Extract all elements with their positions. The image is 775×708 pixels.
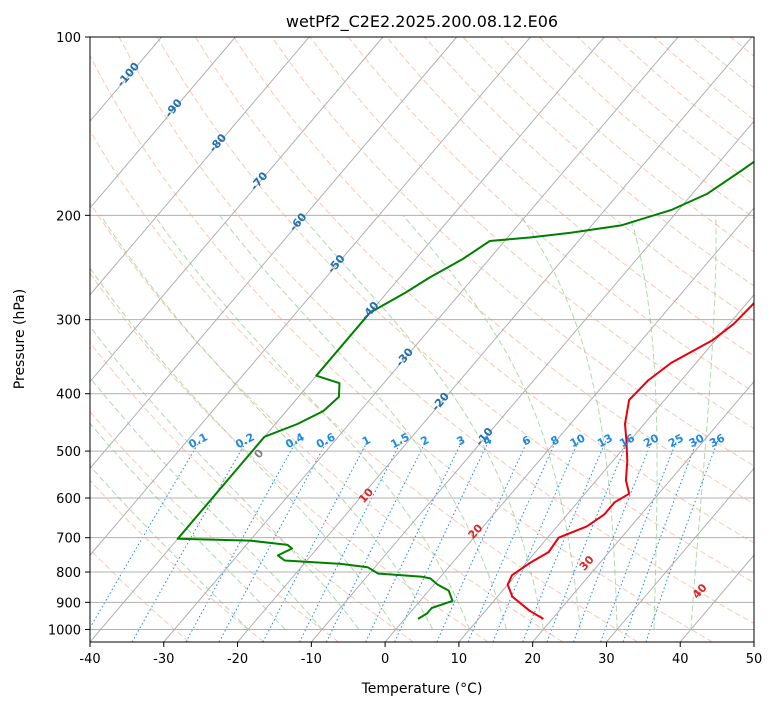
- y-tick-label: 900: [56, 596, 81, 611]
- mixing-ratio-line: [131, 440, 248, 642]
- isotherm-line: [90, 37, 458, 470]
- mixing-ratio-label: 16: [617, 431, 637, 450]
- dry-adiabat-line: [90, 272, 489, 642]
- x-tick-label: 40: [672, 652, 689, 667]
- dry-adiabat-line: [386, 37, 754, 357]
- isotherm-line: [90, 37, 531, 556]
- y-tick-label: 100: [56, 31, 81, 46]
- chart-title: wetPf2_C2E2.2025.200.08.12.E06: [286, 12, 558, 32]
- dry-adiabat-line: [90, 548, 190, 642]
- profile-series: [176, 160, 754, 620]
- dry-adiabat-line: [90, 129, 639, 642]
- x-tick-label: -20: [227, 652, 248, 667]
- mixing-ratio-label: 13: [595, 431, 615, 450]
- moist-adiabat-line: [402, 214, 581, 630]
- dewpoint-profile-line: [176, 160, 754, 620]
- mixing-ratio-line: [467, 440, 557, 642]
- mixing-ratio-label: 30: [687, 431, 707, 450]
- mixing-ratio-label: 20: [641, 431, 661, 450]
- x-tick-label: -10: [301, 652, 322, 667]
- x-tick-label: 0: [381, 652, 389, 667]
- temperature-profile-line: [506, 301, 754, 620]
- y-tick-label: 600: [56, 492, 81, 507]
- y-tick-label: 500: [56, 445, 81, 460]
- isotherm-line: [458, 294, 754, 642]
- moist-adiabat-line: [153, 215, 471, 630]
- plot-frame: [89, 36, 755, 643]
- y-tick-label: 1000: [48, 623, 81, 638]
- mixing-ratio-label: 25: [666, 431, 686, 450]
- axis-ticks: -40 -30 -20 -10 0 10 20 30 40 50 100 200 300 400 500 60…: [48, 31, 762, 667]
- isotherm-line: [310, 120, 754, 642]
- mixing-ratio-line: [436, 440, 529, 642]
- isotherm-line: [384, 207, 754, 642]
- x-tick-label: 30: [598, 652, 615, 667]
- dry-adiabat-line: [233, 37, 754, 505]
- moist-adiabat-line: [219, 214, 507, 630]
- dry-adiabat-line: [309, 37, 754, 430]
- dry-adiabat-line: [90, 479, 265, 642]
- dry-adiabat-line: [90, 410, 339, 642]
- x-tick-label: 50: [746, 652, 763, 667]
- dry-adiabat-line: [271, 37, 754, 467]
- y-tick-label: 200: [56, 209, 81, 224]
- mixing-ratio-label: 36: [707, 431, 727, 450]
- mixing-ratio-line: [218, 440, 328, 642]
- isotherm-line: [90, 37, 310, 296]
- x-axis-title: Temperature (°C): [361, 681, 483, 697]
- mixing-ratio-line: [325, 440, 427, 642]
- y-tick-label: 700: [56, 532, 81, 547]
- x-tick-label: 20: [524, 652, 541, 667]
- background-lines: [90, 37, 754, 642]
- isotherm-line: [532, 380, 754, 642]
- isotherm-line: [90, 37, 236, 209]
- dry-adiabat-line: [156, 37, 754, 584]
- mixing-ratio-line: [600, 440, 678, 642]
- dry-adiabat-line: [462, 37, 754, 287]
- dry-adiabat-line: [118, 37, 754, 624]
- mixing-ratio-label: 10: [568, 431, 588, 450]
- mixing-ratio-line: [299, 440, 402, 642]
- dry-adiabat-line: [90, 54, 713, 642]
- mixing-ratio-line: [492, 440, 580, 642]
- y-tick-label: 300: [56, 314, 81, 329]
- mixing-ratio-line: [90, 440, 201, 629]
- y-tick-label: 800: [56, 566, 81, 581]
- x-tick-label: 10: [451, 652, 468, 667]
- isotherm-line: [237, 37, 753, 642]
- mixing-ratio-line: [185, 440, 298, 642]
- mixing-ratio-line: [622, 440, 698, 642]
- y-axis-title: Pressure (hPa): [12, 289, 28, 389]
- dry-adiabat-line: [90, 201, 564, 642]
- dry-adiabat-line: [424, 37, 754, 322]
- x-tick-label: -40: [79, 652, 100, 667]
- mixing-ratio-line: [645, 440, 719, 642]
- isotherm-line: [90, 37, 384, 383]
- y-tick-label: 400: [56, 388, 81, 403]
- isotherm-line: [606, 467, 754, 642]
- x-tick-label: -30: [153, 652, 174, 667]
